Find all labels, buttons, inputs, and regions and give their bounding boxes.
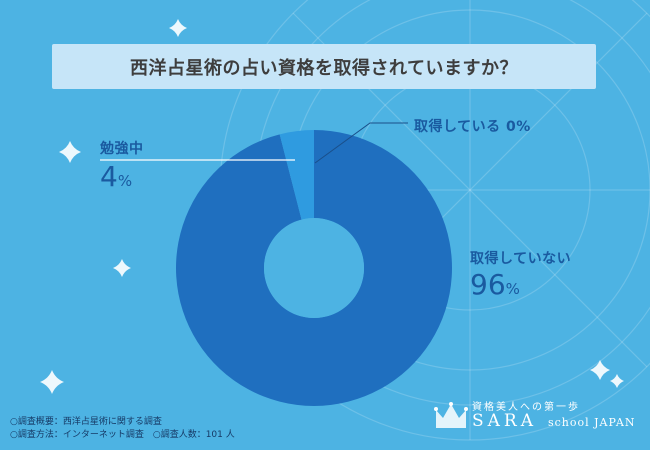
slice-label-not-acquired-unit: % xyxy=(505,280,520,298)
slice-label-studying: 勉強中 4% xyxy=(100,138,144,193)
slice-label-not-acquired-name: 取得していない xyxy=(470,251,572,267)
slice-label-studying-unit: % xyxy=(117,172,133,190)
brand-tagline: 資格美人への第一歩 xyxy=(472,402,580,413)
slice-label-acquired-text: 取得している 0% xyxy=(414,119,531,135)
sparkle-icon xyxy=(610,374,624,388)
sparkle-icon xyxy=(113,259,131,277)
brand-logo: 資格美人への第一歩 SARA school JAPAN xyxy=(434,398,634,438)
sparkle-icon xyxy=(590,360,610,380)
sparkle-icon xyxy=(59,141,81,163)
slice-label-studying-name: 勉強中 xyxy=(100,141,144,157)
chart-title: 西洋占星術の占い資格を取得されていますか？ xyxy=(52,44,596,89)
brand-school: school JAPAN xyxy=(548,416,636,429)
slice-label-not-acquired: 取得していない 96% xyxy=(470,248,571,301)
sparkle-icon xyxy=(169,19,187,37)
donut-chart xyxy=(175,130,452,406)
survey-overview-line: ○調査概要：西洋占星術に関する調査 xyxy=(10,417,162,427)
survey-method-line: ○調査方法：インターネット調査 ○調査人数：101 人 xyxy=(10,430,235,440)
crown-icon xyxy=(434,402,468,428)
donut-hole xyxy=(264,218,364,318)
pie-slice-studying xyxy=(279,130,314,220)
brand-name: SARA xyxy=(472,411,537,431)
pie-slice-not-acquired xyxy=(175,130,452,406)
slice-label-not-acquired-value: 96 xyxy=(470,268,506,301)
leader-line-acquired xyxy=(314,122,408,164)
slice-label-studying-value: 4 xyxy=(100,160,118,193)
sparkle-icon xyxy=(40,370,64,394)
survey-footnote: ○調査概要：西洋占星術に関する調査 ○調査方法：インターネット調査 ○調査人数：… xyxy=(10,416,235,442)
sparkles-group xyxy=(40,19,624,394)
slice-label-acquired: 取得している 0% xyxy=(414,116,531,136)
